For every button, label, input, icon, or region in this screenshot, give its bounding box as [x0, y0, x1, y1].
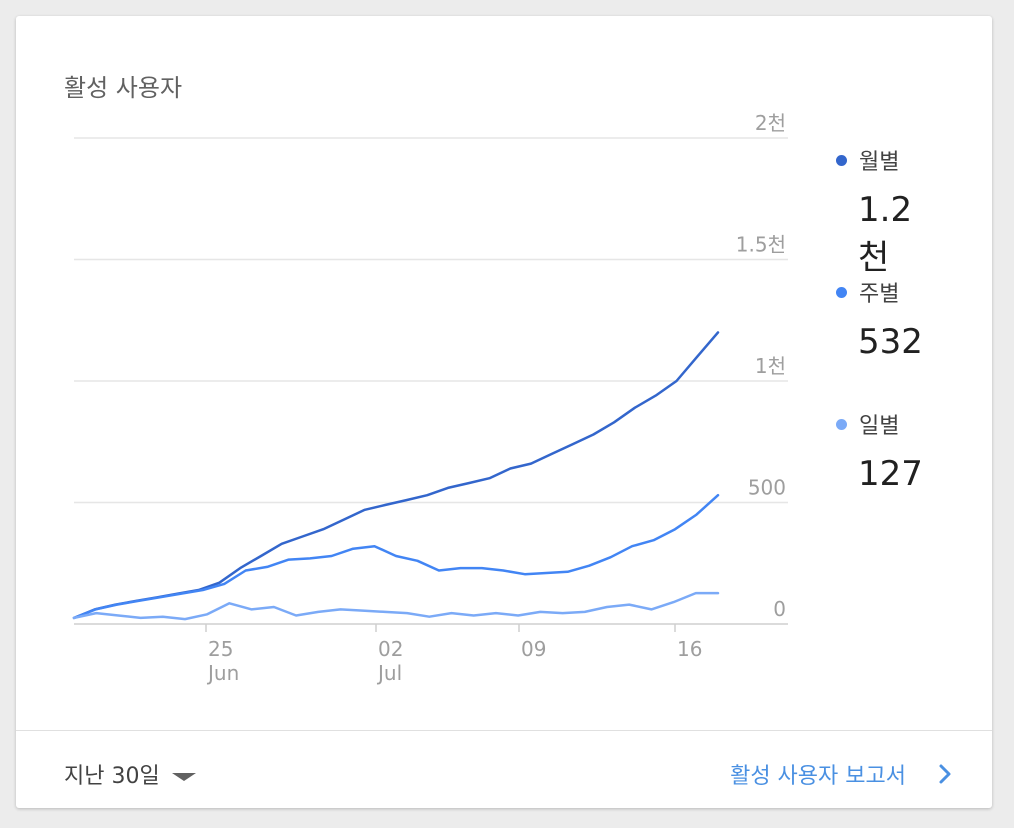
series-lines: [72, 331, 720, 621]
series-line: [72, 591, 720, 621]
legend-label: 월별: [859, 150, 900, 175]
legend-label: 주별: [859, 282, 900, 307]
legend-dot-icon: [836, 418, 847, 430]
date-range-dropdown[interactable]: 지난 30일: [64, 758, 196, 790]
y-tick-label: 0: [773, 597, 786, 621]
x-tick-label: 09: [521, 637, 546, 661]
x-tick-label: 16: [677, 637, 702, 661]
legend-item: 일별 127: [834, 406, 923, 538]
chevron-right-icon: [939, 764, 951, 784]
y-tick-label: 500: [748, 476, 786, 500]
legend-value: 127: [858, 454, 923, 494]
report-link-label: 활성 사용자 보고서: [730, 764, 906, 789]
legend-item: 주별 532: [834, 274, 923, 406]
grid-lines: [74, 137, 788, 625]
legend-value: 532: [858, 322, 923, 362]
legend-label: 일별: [859, 414, 900, 439]
active-users-card: 활성 사용자 2천 1.5천 1천 500 0 25 Jun 02 Jul 09 16 월별 1.2…: [16, 16, 992, 808]
y-axis-ticks: 2천 1.5천 1천 500 0: [736, 111, 786, 621]
legend-value: 1.2천: [858, 190, 913, 278]
y-tick-label: 1천: [755, 354, 786, 378]
card-title: 활성 사용자: [64, 74, 183, 102]
x-tick-label: 02: [378, 637, 403, 661]
caret-down-icon: [171, 773, 196, 781]
active-users-report-link[interactable]: 활성 사용자 보고서: [730, 758, 952, 790]
date-range-label: 지난 30일: [64, 764, 160, 789]
legend-dot-icon: [836, 286, 847, 298]
series-line: [72, 331, 720, 620]
series-line: [72, 493, 720, 620]
legend-item: 월별 1.2천: [834, 142, 912, 278]
y-tick-label: 2천: [755, 111, 786, 135]
legend-dot-icon: [836, 154, 847, 166]
footer-divider: [16, 730, 992, 731]
x-tick-label: 25: [208, 637, 233, 661]
x-tick-month-label: Jun: [206, 661, 239, 685]
y-tick-label: 1.5천: [736, 233, 786, 257]
x-tick-month-label: Jul: [376, 661, 402, 685]
